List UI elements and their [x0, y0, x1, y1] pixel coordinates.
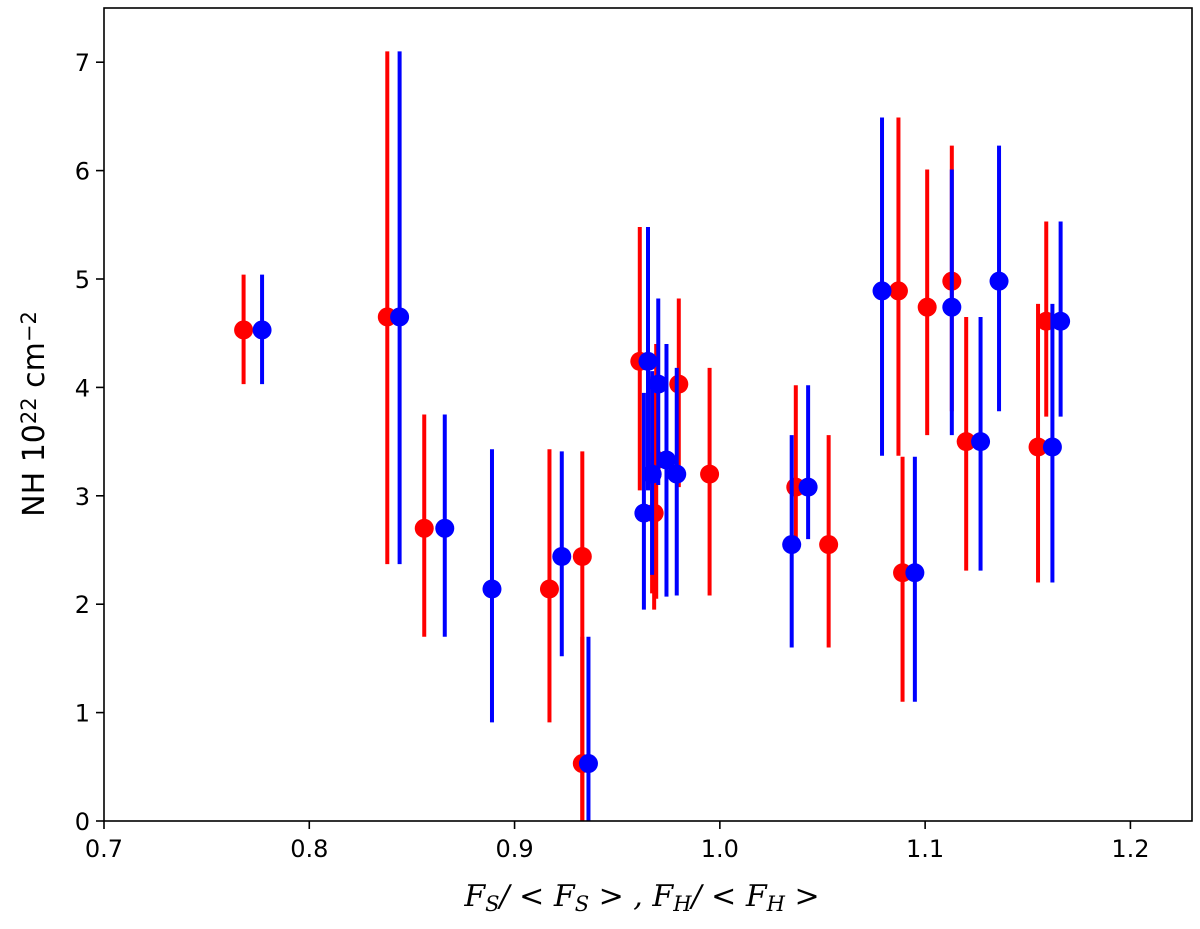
- y-tick-label: 3: [75, 483, 90, 511]
- data-point-1-19: [1042, 437, 1062, 457]
- y-tick-label: 0: [75, 808, 90, 836]
- x-tick-label: 1.2: [1111, 835, 1149, 863]
- data-point-1-2: [435, 518, 455, 538]
- data-point-1-15: [905, 563, 925, 583]
- data-point-1-12: [782, 535, 802, 555]
- data-point-1-13: [798, 477, 818, 497]
- x-axis: 0.7 0.8 0.9 1.0 1.1 1.2: [85, 821, 1150, 863]
- data-marks: [234, 51, 1071, 821]
- y-tick-label: 2: [75, 591, 90, 619]
- data-point-1-11: [667, 464, 687, 484]
- y-axis-label: NH 1022 cm−2: [17, 311, 52, 517]
- data-point-0-16: [917, 297, 937, 317]
- x-tick-label: 1.1: [906, 835, 944, 863]
- data-point-1-16: [942, 297, 962, 317]
- data-point-1-6: [634, 503, 654, 523]
- data-point-1-18: [989, 271, 1009, 291]
- x-tick-label: 0.7: [85, 835, 123, 863]
- y-tick-label: 6: [75, 158, 90, 186]
- data-point-1-7: [638, 351, 658, 371]
- data-point-0-18: [956, 432, 976, 452]
- x-tick-label: 0.8: [290, 835, 328, 863]
- data-point-0-4: [572, 547, 592, 567]
- data-point-1-17: [971, 432, 991, 452]
- x-axis-label: FS/ < FS > , FH/ < FH >: [463, 879, 819, 916]
- data-point-1-20: [1051, 311, 1071, 331]
- y-axis: 0 1 2 3 4 5 6 7: [75, 49, 104, 836]
- data-point-0-11: [700, 464, 720, 484]
- data-point-1-9: [648, 374, 668, 394]
- data-point-1-14: [872, 281, 892, 301]
- data-point-0-2: [414, 518, 434, 538]
- data-point-0-14: [888, 281, 908, 301]
- y-tick-label: 5: [75, 266, 90, 294]
- data-point-1-8: [642, 464, 662, 484]
- data-point-0-3: [539, 579, 559, 599]
- x-tick-label: 1.0: [701, 835, 739, 863]
- x-tick-label: 0.9: [495, 835, 533, 863]
- data-point-1-3: [482, 579, 502, 599]
- y-tick-label: 1: [75, 700, 90, 728]
- data-point-0-19: [1028, 437, 1048, 457]
- series-1: [252, 51, 1071, 821]
- data-point-0-10: [669, 374, 689, 394]
- plot-frame: [103, 7, 1193, 822]
- data-point-1-4: [552, 547, 572, 567]
- data-point-0-0: [234, 320, 254, 340]
- data-point-1-10: [656, 450, 676, 470]
- data-point-1-5: [578, 754, 598, 774]
- y-tick-label: 7: [75, 49, 90, 77]
- data-point-1-1: [390, 307, 410, 327]
- y-tick-label: 4: [75, 374, 90, 402]
- data-point-1-0: [252, 320, 272, 340]
- data-point-0-13: [819, 535, 839, 555]
